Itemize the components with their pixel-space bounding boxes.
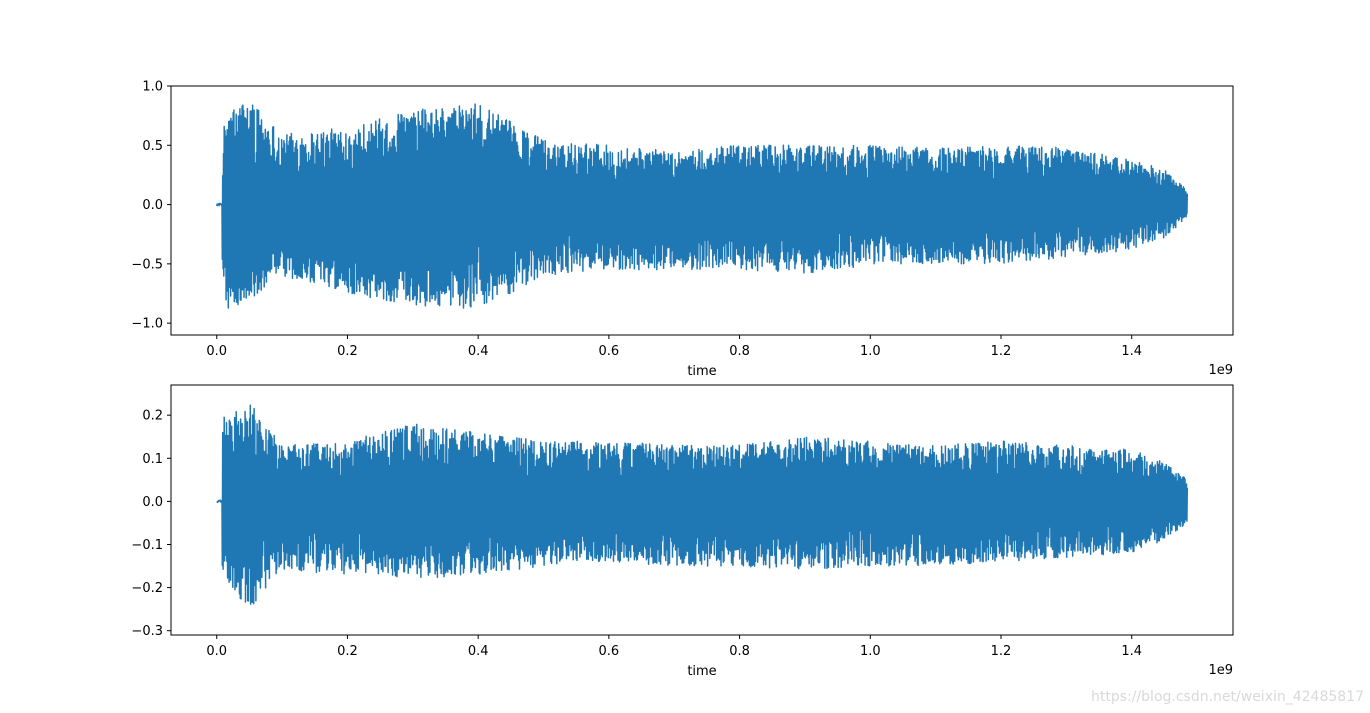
- y-tick-label: 0.5: [142, 139, 163, 154]
- x-offset-label: 1e9: [1208, 663, 1233, 678]
- x-tick-label: 1.4: [1121, 344, 1142, 359]
- y-tick-label: 0.2: [142, 409, 163, 424]
- subplot-1: 0.0 0.2 0.4 0.6 0.8 1.0 1.2 1.4 −1.0 −0.5 0.0 0.5 1.…: [131, 80, 1234, 379]
- axes-frame: [170, 384, 1234, 636]
- y-tick-label: 0.1: [142, 452, 163, 467]
- x-tick-label: 0.2: [337, 344, 358, 359]
- x-tick-label: 1.4: [1121, 644, 1142, 659]
- x-tick-label: 1.2: [991, 344, 1012, 359]
- x-axis-label: time: [687, 364, 716, 379]
- y-tick-label: −1.0: [131, 317, 163, 332]
- x-tick-label: 0.8: [729, 644, 750, 659]
- x-offset-label: 1e9: [1208, 363, 1233, 378]
- x-tick-label: 0.4: [468, 344, 489, 359]
- x-tick-label: 1.0: [860, 644, 881, 659]
- axes-frame: [170, 85, 1234, 336]
- y-tick-label: 1.0: [142, 80, 163, 95]
- x-tick-label: 1.2: [991, 644, 1012, 659]
- x-tick-label: 0.6: [599, 644, 620, 659]
- x-axis-label: time: [687, 664, 716, 679]
- watermark-text: https://blog.csdn.net/weixin_42485817: [1090, 689, 1364, 705]
- y-tick-label: −0.2: [131, 581, 163, 596]
- y-tick-label: −0.5: [131, 257, 163, 272]
- x-tick-label: 0.8: [729, 344, 750, 359]
- x-tick-label: 0.0: [206, 344, 227, 359]
- y-tick-label: 0.0: [142, 198, 163, 213]
- x-tick-label: 1.0: [860, 344, 881, 359]
- y-tick-label: 0.0: [142, 495, 163, 510]
- subplot-2: 0.0 0.2 0.4 0.6 0.8 1.0 1.2 1.4 −0.3 −0.2 −0.1 0.0 0…: [131, 384, 1234, 679]
- x-tick-label: 0.0: [206, 644, 227, 659]
- x-tick-label: 0.4: [468, 644, 489, 659]
- y-tick-label: −0.1: [131, 538, 163, 553]
- x-tick-label: 0.2: [337, 644, 358, 659]
- waveform-line: [216, 404, 1189, 605]
- waveform-line: [215, 103, 1189, 309]
- y-tick-label: −0.3: [131, 624, 163, 639]
- x-tick-label: 0.6: [599, 344, 620, 359]
